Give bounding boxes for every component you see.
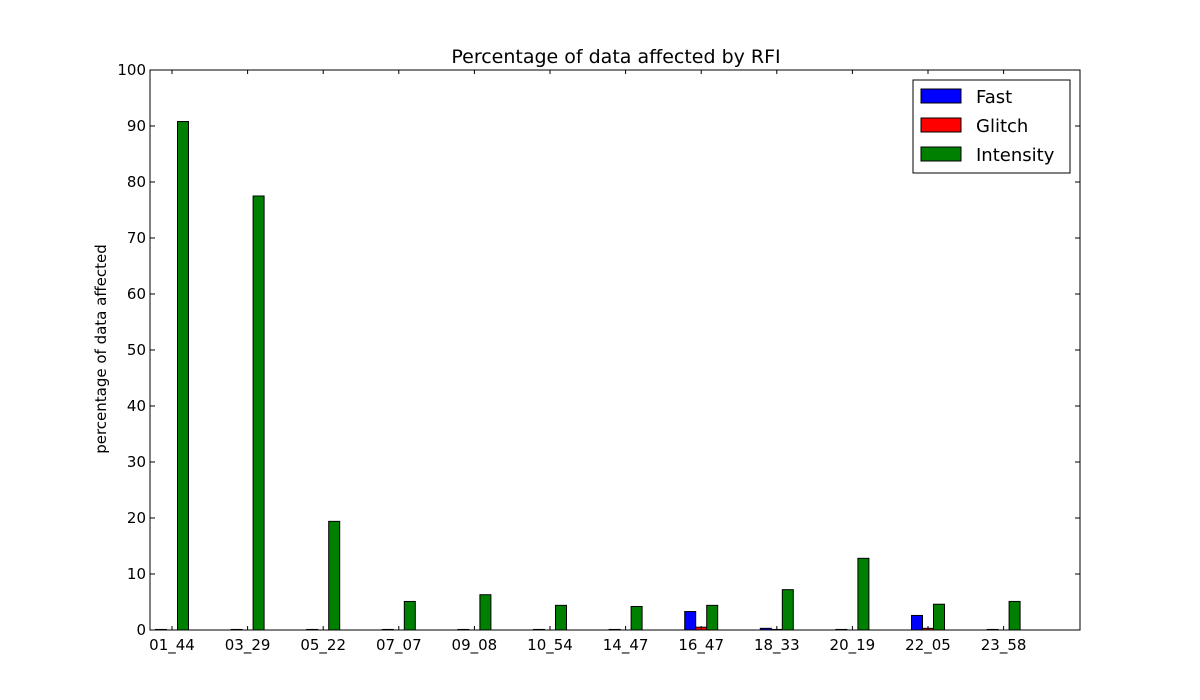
x-tick-label: 10_54	[527, 636, 573, 655]
chart-title: Percentage of data affected by RFI	[451, 46, 780, 68]
x-tick-label: 07_07	[376, 636, 422, 655]
x-tick-label: 14_47	[603, 636, 649, 655]
y-tick-label: 50	[127, 341, 146, 359]
y-tick-label: 40	[127, 397, 146, 415]
bar-fast-16_47	[684, 611, 697, 631]
x-tick-labels-group: 01_44 03_29 05_22 07_07 09_08 10_54 14_47 16_47…	[149, 636, 1026, 655]
legend-label-fast: Fast	[976, 87, 1012, 108]
y-tick-labels-group: 0 10 20 30 40 50 60 70 80 90 100	[117, 61, 146, 639]
legend-swatch-intensity	[920, 146, 962, 162]
y-tick-label: 80	[127, 173, 146, 191]
bar-intensity-20_19	[857, 557, 870, 631]
bar-intensity-09_08	[479, 594, 492, 631]
y-axis-label: percentage of data affected	[92, 244, 110, 454]
x-tick-label: 20_19	[830, 636, 876, 655]
x-tick-label: 23_58	[981, 636, 1027, 655]
bar-intensity-22_05	[933, 603, 945, 631]
legend-label-intensity: Intensity	[976, 145, 1055, 166]
y-tick-label: 0	[136, 621, 146, 639]
y-tick-label: 100	[117, 61, 146, 79]
legend-swatch-glitch	[920, 117, 962, 133]
axis-ticks-group	[150, 69, 1080, 631]
x-tick-label: 09_08	[452, 636, 498, 655]
bars-group	[155, 121, 1021, 631]
bar-intensity-01_44	[177, 121, 189, 631]
y-tick-label: 20	[127, 509, 146, 527]
legend-label-glitch: Glitch	[976, 116, 1028, 137]
bar-intensity-14_47	[630, 605, 643, 631]
legend: Fast Glitch Intensity	[912, 79, 1071, 174]
x-tick-label: 16_47	[678, 636, 724, 655]
legend-swatch-fast	[920, 88, 962, 104]
x-tick-label: 03_29	[225, 636, 271, 655]
y-tick-label: 30	[127, 453, 146, 471]
bar-intensity-10_54	[555, 604, 567, 631]
bar-intensity-03_29	[252, 195, 265, 631]
bar-intensity-07_07	[403, 600, 416, 631]
bar-fast-22_05	[911, 614, 923, 631]
bar-intensity-23_58	[1008, 600, 1021, 631]
bar-intensity-16_47	[706, 604, 719, 631]
y-tick-label: 90	[127, 117, 146, 135]
x-tick-label: 22_05	[905, 636, 951, 655]
y-tick-label: 60	[127, 285, 146, 303]
bar-intensity-05_22	[328, 520, 341, 631]
y-tick-label: 70	[127, 229, 146, 247]
x-tick-label: 01_44	[149, 636, 195, 655]
x-tick-label: 18_33	[754, 636, 800, 655]
y-tick-label: 10	[127, 565, 146, 583]
bar-intensity-18_33	[781, 589, 794, 631]
x-tick-label: 05_22	[300, 636, 346, 655]
